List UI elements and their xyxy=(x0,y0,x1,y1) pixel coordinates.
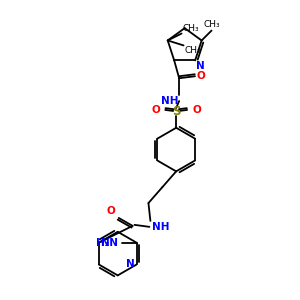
Text: O: O xyxy=(152,105,160,115)
Text: O: O xyxy=(107,206,116,216)
Text: N: N xyxy=(126,260,135,269)
Text: NH: NH xyxy=(161,96,178,106)
Text: CH₃: CH₃ xyxy=(184,46,201,56)
Text: NH: NH xyxy=(152,222,170,232)
Text: O: O xyxy=(192,105,201,115)
Text: H₂N: H₂N xyxy=(96,238,118,248)
Text: S: S xyxy=(172,105,180,119)
Text: N: N xyxy=(196,61,205,71)
Text: CH₃: CH₃ xyxy=(183,23,199,32)
Text: O: O xyxy=(197,71,206,81)
Text: CH₃: CH₃ xyxy=(203,20,220,28)
Text: N: N xyxy=(101,238,110,248)
